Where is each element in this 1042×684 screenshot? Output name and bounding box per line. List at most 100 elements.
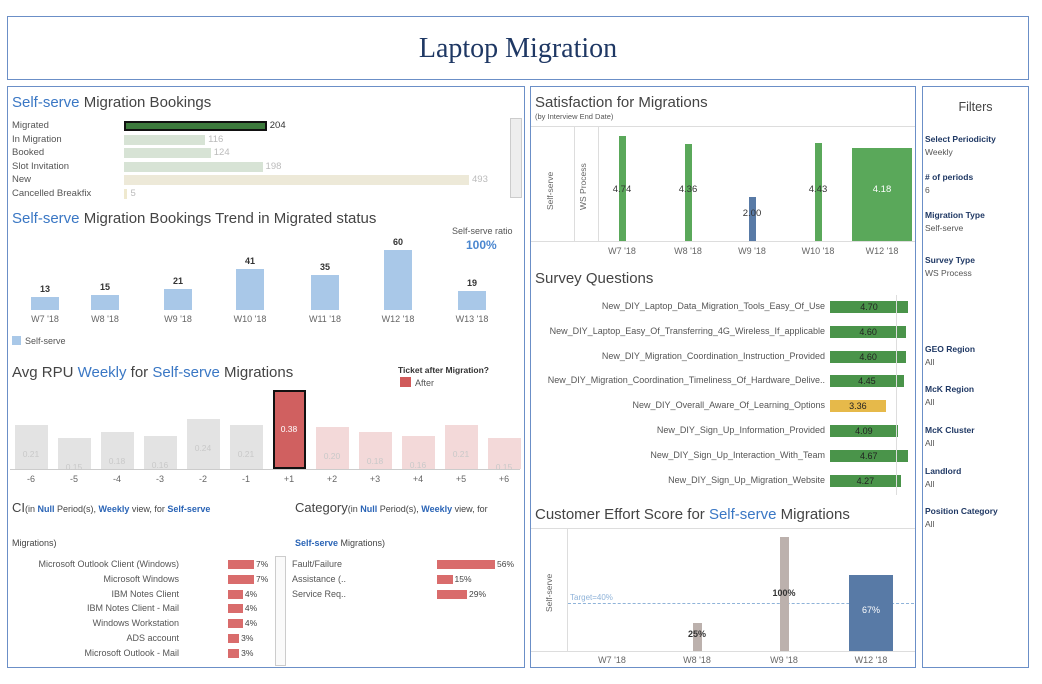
rpu-value-label: 0.15 (495, 461, 513, 472)
dashboard-title-bar: Laptop Migration (7, 16, 1029, 80)
satisfaction-x-tick: W12 '18 (865, 246, 899, 256)
legend-swatch-self-serve (12, 336, 21, 345)
ces-x-tick: W7 '18 (598, 655, 626, 665)
survey-row-label: New_DIY_Overall_Aware_Of_Learning_Option… (632, 400, 825, 411)
filter-value[interactable]: All (925, 519, 935, 529)
survey-bar[interactable]: 3.36 (830, 400, 886, 413)
survey-bar[interactable]: 4.67 (830, 449, 908, 462)
bookings-bar[interactable] (124, 134, 206, 145)
trend-value-label: 41 (244, 256, 255, 266)
satisfaction-bar[interactable] (618, 135, 626, 241)
rpu-bar[interactable] (272, 390, 306, 469)
survey-bar[interactable]: 4.09 (830, 425, 898, 437)
survey-bar[interactable]: 4.60 (830, 350, 907, 363)
category-bar[interactable] (437, 574, 453, 584)
ci-title: CI(in Null Period(s), Weekly view, for S… (12, 500, 211, 515)
rpu-bar[interactable] (14, 425, 48, 469)
dashboard-title: Laptop Migration (418, 33, 618, 64)
survey-axis-line (896, 295, 897, 495)
filter-value[interactable]: All (925, 357, 935, 367)
ci-value-label: 3% (241, 647, 254, 658)
trend-bar[interactable] (31, 297, 59, 310)
rpu-bar[interactable] (487, 437, 521, 469)
bookings-row-label: Cancelled Breakfix (12, 187, 92, 199)
bookings-value-label: 198 (265, 160, 282, 172)
rpu-value-label: 0.15 (65, 461, 83, 472)
filters-panel (922, 86, 1029, 668)
ci-bar[interactable] (228, 574, 254, 584)
bookings-scrollbar[interactable] (510, 118, 522, 198)
filter-value[interactable]: 6 (925, 185, 930, 195)
ces-frame (531, 528, 915, 652)
bookings-value-label: 493 (472, 174, 488, 185)
category-title-cont: Self-serve Migrations) (295, 538, 386, 548)
filter-value[interactable]: All (925, 397, 935, 407)
satisfaction-row-label-1: Self-serve (545, 171, 555, 210)
survey-bar[interactable]: 4.70 (830, 301, 908, 313)
rpu-bar[interactable] (401, 435, 435, 469)
filter-label: McK Region (925, 384, 975, 394)
category-bar[interactable] (437, 560, 495, 569)
satisfaction-value-label: 4.43 (808, 184, 828, 195)
ces-value-label: 100% (772, 588, 796, 598)
trend-bar[interactable] (164, 289, 192, 310)
satisfaction-bar[interactable] (684, 144, 692, 241)
ces-value-label: 67% (861, 605, 880, 615)
trend-bar[interactable] (384, 250, 412, 310)
survey-title: Survey Questions (535, 270, 654, 287)
ci-bar[interactable] (228, 589, 243, 599)
rpu-bar[interactable] (100, 431, 134, 469)
filter-value[interactable]: WS Process (925, 268, 972, 278)
ces-bar[interactable] (849, 574, 893, 651)
rpu-bar[interactable] (229, 425, 263, 469)
bookings-bar[interactable] (124, 148, 211, 158)
ces-bar[interactable] (779, 537, 789, 651)
satisfaction-bar[interactable] (852, 148, 912, 241)
satisfaction-bar[interactable] (814, 142, 822, 241)
ci-row-label: IBM Notes Client - Mail (86, 603, 179, 614)
bookings-row-label: Booked (12, 147, 45, 158)
ci-bar[interactable] (228, 604, 243, 614)
ces-title: Customer Effort Score for Self-serve Mig… (535, 506, 850, 523)
category-bar[interactable] (437, 589, 468, 599)
filter-value[interactable]: Weekly (925, 147, 953, 157)
survey-bar[interactable]: 4.45 (830, 375, 904, 388)
ci-bar[interactable] (228, 634, 240, 643)
trend-bar[interactable] (458, 291, 486, 310)
bookings-row-label: Migrated (12, 120, 49, 131)
filter-value[interactable]: Self-serve (925, 223, 964, 233)
bookings-bar[interactable] (124, 188, 128, 199)
ci-value-label: 4% (244, 588, 258, 599)
bookings-bar[interactable] (124, 161, 263, 172)
bookings-row-label: New (12, 174, 32, 185)
filter-value[interactable]: All (925, 479, 935, 489)
rpu-bar[interactable] (444, 425, 478, 469)
trend-bar[interactable] (311, 275, 339, 310)
ci-bar[interactable] (228, 648, 240, 658)
rpu-bar[interactable] (358, 431, 392, 469)
legend-swatch-after (400, 377, 411, 387)
rpu-bar[interactable] (57, 437, 91, 469)
trend-bar[interactable] (236, 269, 264, 310)
ci-bar[interactable] (228, 560, 254, 569)
rpu-value-label: 0.16 (409, 459, 427, 470)
rpu-bar[interactable] (143, 435, 177, 469)
survey-bar[interactable]: 4.27 (830, 474, 901, 487)
rpu-bar[interactable] (186, 419, 220, 469)
rpu-bar[interactable] (315, 427, 349, 469)
trend-x-tick: W13 '18 (455, 314, 489, 324)
bookings-value-label: 124 (213, 147, 230, 158)
satisfaction-value-label: 2.00 (742, 208, 762, 219)
trend-bar[interactable] (91, 295, 119, 310)
ces-bar[interactable] (692, 622, 702, 651)
survey-bar[interactable]: 4.60 (830, 325, 907, 338)
bookings-bar[interactable] (124, 121, 267, 131)
satisfaction-bar[interactable] (748, 196, 756, 241)
ci-scrollbar[interactable] (275, 556, 286, 666)
bookings-bar[interactable] (124, 175, 469, 185)
rpu-x-tick: +5 (455, 474, 467, 484)
filter-value[interactable]: All (925, 438, 935, 448)
ci-row-label: Windows Workstation (92, 618, 179, 629)
ci-bar[interactable] (228, 619, 243, 629)
rpu-x-tick: -1 (241, 474, 250, 484)
